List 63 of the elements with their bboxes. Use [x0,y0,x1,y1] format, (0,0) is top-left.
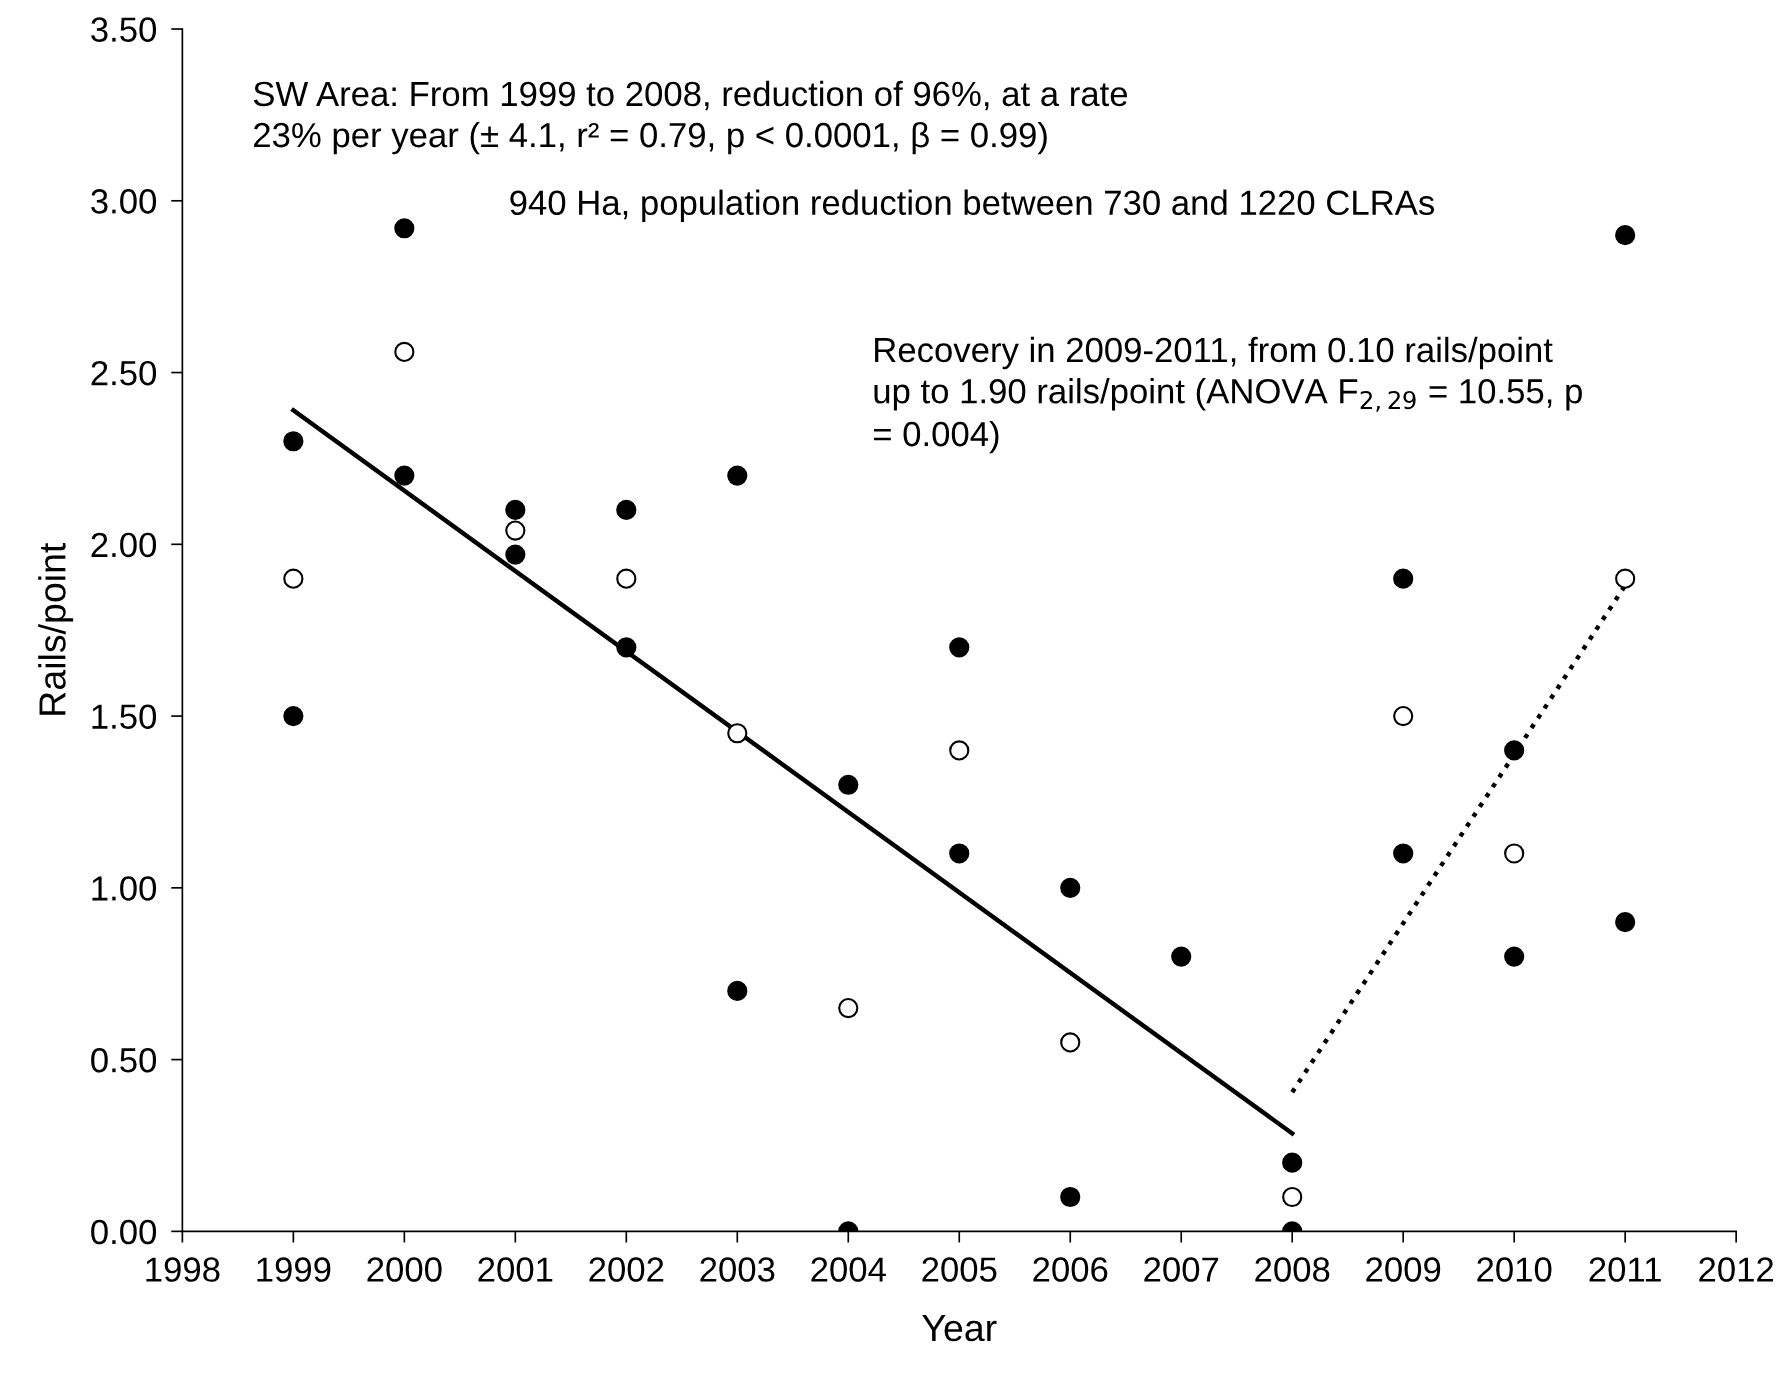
x-tick-label: 2011 [1589,1257,1661,1282]
point [949,740,970,761]
point [505,520,526,541]
y-tick-label: 2.00 [91,532,157,558]
y-tick-label: 1.50 [92,704,157,729]
x-tick-label: 2008 [1255,1257,1330,1282]
x-tick-label: 2005 [922,1257,997,1282]
y-tick-label: 1.00 [92,876,157,901]
point [616,637,637,658]
y-tick-label: 3.00 [91,189,157,214]
point [727,465,748,486]
point [727,980,748,1001]
text: Recovery in 2009-2011, from 0.10 rails/point up to 1.90 rails/point (ANOVA F$_{2,29}$ = 10.55, p = 0.004) [873,336,1582,454]
point [1282,1186,1303,1208]
x-tick-label: 2004 [811,1257,886,1282]
x-tick-label: 2012 [1699,1257,1774,1282]
point [1060,1032,1081,1053]
y-tick-label: 3.50 [91,17,157,42]
y-tick-label: 2.50 [91,360,157,386]
point [949,637,970,658]
point [1393,568,1414,589]
point [616,499,637,521]
x-tick-label: 2009 [1366,1257,1441,1282]
x-tick-label: 2006 [1033,1257,1108,1282]
point [505,544,526,565]
point [394,218,415,239]
point [394,465,415,486]
point [1504,740,1525,761]
point [283,705,304,727]
x-tick-label: 2007 [1144,1257,1219,1282]
point [283,431,304,452]
x-tick-label: 2010 [1477,1257,1552,1282]
point [1171,946,1192,967]
point [949,843,970,864]
point [727,723,748,744]
point [1060,1186,1081,1208]
point [283,568,304,589]
point [838,774,859,795]
point [1060,877,1081,898]
point [1615,225,1636,246]
y-tick-label: 0.50 [91,1047,157,1073]
point [394,341,415,363]
x-tick-label: 2003 [700,1257,775,1282]
point [616,568,637,589]
x-tick-label: 1998 [146,1257,220,1282]
x-tick-label: 2001 [478,1257,553,1282]
annotation: 940 Ha, population reduction between 730 and 1220 CLRAs [510,189,1435,222]
point [1615,568,1636,589]
y-axis-title: Rails/point [38,542,74,715]
y-tick-label: 0.00 [91,1219,157,1245]
point [838,997,859,1019]
point [1615,912,1636,933]
point [1393,843,1414,864]
x-axis-title: Year [922,1315,997,1342]
point [505,499,526,521]
point [1393,705,1414,727]
point [1504,843,1525,864]
x-tick-label: 1999 [257,1257,331,1282]
point [1282,1152,1303,1173]
annotation: SW Area: From 1999 to 2008, reduction of 96%, at a rate 23% per year (± 4.1, r² = 0.79, p < 0.0001, β = 0.99) [253,80,1128,155]
point [1504,946,1525,967]
x-tick-label: 2002 [589,1257,664,1282]
x-tick-label: 2000 [367,1257,442,1282]
